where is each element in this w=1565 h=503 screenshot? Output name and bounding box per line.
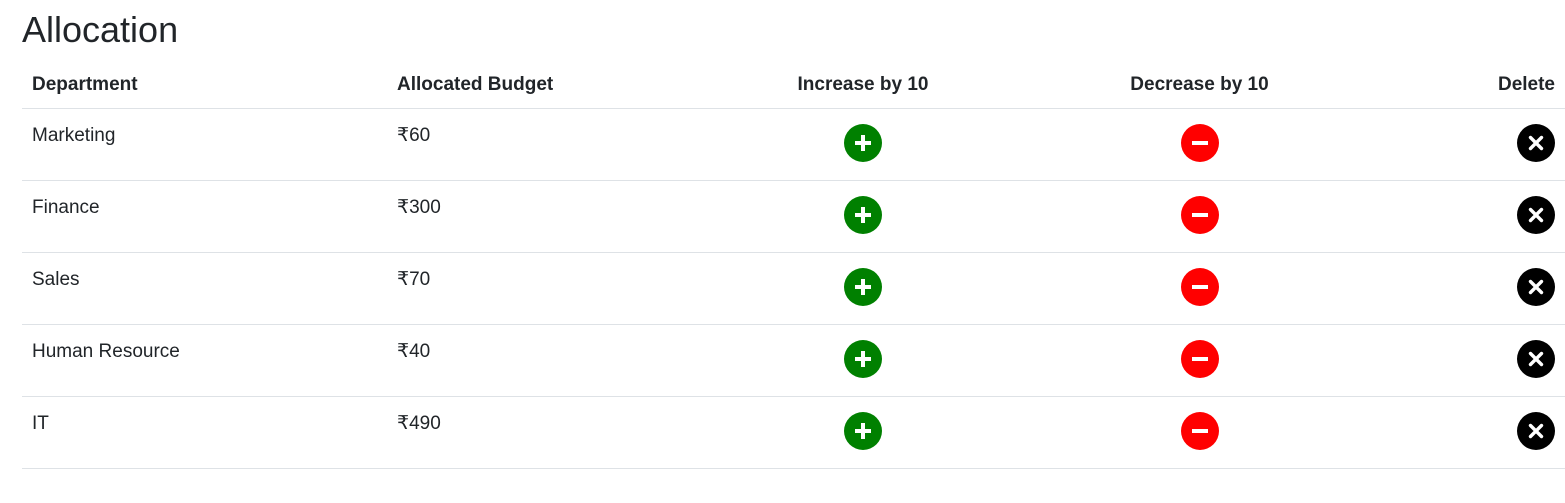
department-name: Human Resource	[32, 341, 180, 362]
minus-circle-icon	[1191, 213, 1208, 217]
increase-button[interactable]	[844, 340, 882, 378]
minus-circle-icon	[1191, 141, 1208, 145]
header-allocated-budget: Allocated Budget	[387, 62, 779, 109]
delete-button[interactable]	[1517, 268, 1555, 306]
plus-circle-icon	[855, 207, 871, 223]
x-circle-icon	[1528, 423, 1544, 439]
table-body: Marketing ₹60 F	[22, 108, 1565, 469]
increase-button[interactable]	[844, 124, 882, 162]
department-name: IT	[32, 413, 49, 434]
allocated-budget: ₹300	[397, 197, 441, 218]
delete-button[interactable]	[1517, 340, 1555, 378]
header-decrease: Decrease by 10	[947, 62, 1452, 109]
plus-circle-icon	[855, 423, 871, 439]
header-delete: Delete	[1452, 62, 1565, 109]
decrease-button[interactable]	[1180, 340, 1219, 378]
plus-circle-icon	[855, 351, 871, 367]
increase-button[interactable]	[844, 412, 882, 450]
page-title: Allocation	[22, 9, 179, 50]
allocated-budget: ₹70	[397, 269, 431, 290]
department-name: Sales	[32, 269, 80, 290]
increase-button[interactable]	[844, 196, 882, 234]
decrease-button[interactable]	[1180, 196, 1219, 234]
decrease-button[interactable]	[1180, 412, 1219, 450]
header-increase: Increase by 10	[779, 62, 947, 109]
allocation-table: Department Allocated Budget Increase by …	[22, 62, 1565, 469]
allocated-budget: ₹40	[397, 341, 431, 362]
allocated-budget: ₹490	[397, 413, 441, 434]
allocated-budget: ₹60	[397, 125, 431, 146]
department-name: Finance	[32, 197, 100, 218]
minus-circle-icon	[1191, 357, 1208, 361]
x-circle-icon	[1528, 135, 1544, 151]
x-circle-icon	[1528, 207, 1544, 223]
delete-button[interactable]	[1517, 124, 1555, 162]
header-row: Department Allocated Budget Increase by …	[22, 62, 1565, 109]
table-row: IT ₹490	[22, 396, 1565, 469]
header-department: Department	[22, 62, 387, 109]
plus-circle-icon	[855, 135, 871, 151]
x-circle-icon	[1528, 351, 1544, 367]
x-circle-icon	[1528, 279, 1544, 295]
department-name: Marketing	[32, 125, 116, 146]
minus-circle-icon	[1191, 429, 1208, 433]
delete-button[interactable]	[1517, 412, 1555, 450]
table-row: Human Resource ₹40	[22, 324, 1565, 397]
plus-circle-icon	[855, 279, 871, 295]
table-row: Sales ₹70	[22, 252, 1565, 325]
decrease-button[interactable]	[1180, 268, 1219, 306]
table-row: Finance ₹300	[22, 180, 1565, 253]
decrease-button[interactable]	[1180, 124, 1219, 162]
table-row: Marketing ₹60	[22, 108, 1565, 181]
minus-circle-icon	[1191, 285, 1208, 289]
increase-button[interactable]	[844, 268, 882, 306]
delete-button[interactable]	[1517, 196, 1555, 234]
table-header: Department Allocated Budget Increase by …	[22, 62, 1565, 109]
